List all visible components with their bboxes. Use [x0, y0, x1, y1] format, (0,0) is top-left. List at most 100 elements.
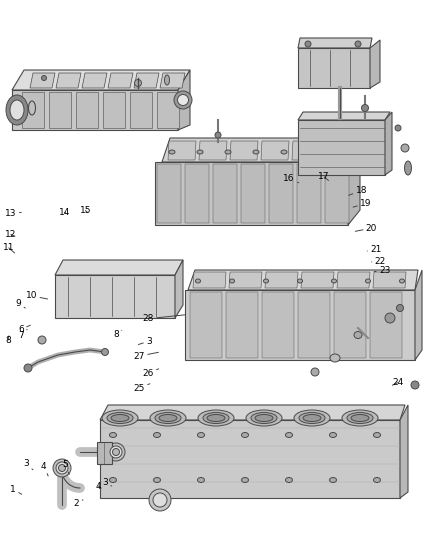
Polygon shape [30, 73, 55, 88]
Text: 5: 5 [62, 461, 69, 474]
Text: 17: 17 [318, 173, 330, 181]
Text: 14: 14 [59, 208, 71, 216]
Ellipse shape [329, 432, 336, 438]
Text: 26: 26 [142, 369, 159, 377]
Ellipse shape [6, 95, 28, 125]
Ellipse shape [241, 432, 248, 438]
Ellipse shape [309, 150, 315, 154]
Ellipse shape [401, 144, 409, 152]
Ellipse shape [111, 415, 129, 422]
Polygon shape [323, 141, 351, 160]
Ellipse shape [225, 150, 231, 154]
Polygon shape [337, 272, 370, 288]
Ellipse shape [169, 150, 175, 154]
Polygon shape [160, 73, 185, 88]
Polygon shape [175, 260, 183, 318]
Polygon shape [82, 73, 107, 88]
Ellipse shape [174, 91, 192, 109]
Ellipse shape [203, 413, 229, 424]
Text: 4: 4 [96, 482, 101, 490]
Polygon shape [325, 164, 349, 223]
Text: 19: 19 [353, 199, 371, 208]
Polygon shape [55, 260, 183, 275]
Ellipse shape [110, 446, 122, 458]
Ellipse shape [198, 410, 234, 426]
Ellipse shape [241, 478, 248, 482]
Polygon shape [370, 40, 380, 88]
Ellipse shape [374, 478, 381, 482]
Ellipse shape [405, 161, 411, 175]
Polygon shape [185, 290, 415, 360]
Polygon shape [301, 272, 334, 288]
Ellipse shape [355, 41, 361, 47]
Ellipse shape [361, 104, 368, 111]
Text: 12: 12 [5, 230, 17, 239]
Polygon shape [185, 164, 209, 223]
Polygon shape [292, 141, 320, 160]
Text: 2: 2 [74, 499, 83, 508]
Polygon shape [226, 292, 258, 358]
Polygon shape [108, 73, 133, 88]
Text: 16: 16 [283, 174, 299, 183]
Text: 22: 22 [371, 257, 386, 265]
Ellipse shape [38, 336, 46, 344]
Text: 20: 20 [355, 224, 377, 232]
Text: 1: 1 [10, 485, 22, 494]
Ellipse shape [385, 313, 395, 323]
Ellipse shape [177, 94, 188, 106]
Ellipse shape [342, 410, 378, 426]
Text: 10: 10 [26, 292, 48, 300]
Text: 8: 8 [113, 330, 122, 339]
Polygon shape [100, 420, 400, 498]
Polygon shape [213, 164, 237, 223]
Ellipse shape [113, 448, 120, 456]
Ellipse shape [230, 279, 234, 283]
Text: 7: 7 [18, 329, 27, 340]
Ellipse shape [159, 415, 177, 422]
Ellipse shape [305, 41, 311, 47]
Text: 15: 15 [80, 206, 91, 215]
Ellipse shape [303, 415, 321, 422]
Text: 21: 21 [367, 245, 381, 254]
Polygon shape [190, 292, 222, 358]
Text: 8: 8 [5, 336, 11, 344]
Ellipse shape [264, 279, 268, 283]
Ellipse shape [24, 364, 32, 372]
Polygon shape [370, 292, 402, 358]
Ellipse shape [53, 459, 71, 477]
Ellipse shape [215, 132, 221, 138]
Text: 4: 4 [41, 462, 48, 476]
Text: 9: 9 [15, 300, 25, 308]
Ellipse shape [107, 413, 133, 424]
Polygon shape [193, 272, 226, 288]
Text: 24: 24 [392, 378, 403, 387]
Polygon shape [334, 292, 366, 358]
Ellipse shape [59, 464, 66, 472]
Polygon shape [12, 90, 178, 130]
Text: 3: 3 [138, 337, 152, 345]
Ellipse shape [294, 410, 330, 426]
Ellipse shape [347, 413, 373, 424]
Text: 23: 23 [374, 266, 390, 275]
Polygon shape [56, 73, 81, 88]
Polygon shape [262, 292, 294, 358]
Ellipse shape [10, 100, 24, 120]
Text: 3: 3 [102, 478, 112, 487]
Polygon shape [130, 92, 152, 128]
Text: 3: 3 [23, 459, 33, 470]
Text: 18: 18 [349, 187, 367, 195]
Ellipse shape [107, 443, 125, 461]
Ellipse shape [253, 150, 259, 154]
Ellipse shape [246, 410, 282, 426]
Ellipse shape [195, 279, 201, 283]
Polygon shape [157, 92, 179, 128]
Ellipse shape [134, 79, 141, 86]
Polygon shape [157, 164, 181, 223]
Ellipse shape [354, 332, 362, 338]
Ellipse shape [311, 368, 319, 376]
Text: 25: 25 [134, 384, 150, 392]
Polygon shape [100, 405, 405, 420]
Ellipse shape [42, 76, 46, 80]
Polygon shape [103, 92, 125, 128]
Ellipse shape [153, 478, 160, 482]
